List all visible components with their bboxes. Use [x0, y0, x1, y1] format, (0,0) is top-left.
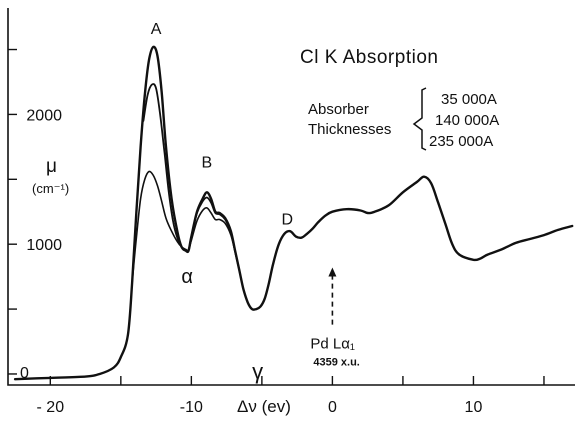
peak-label: α — [181, 266, 193, 288]
arrow-head — [328, 267, 337, 277]
y-axis-label: μ — [46, 156, 57, 177]
x-tick-label: 0 — [328, 399, 337, 416]
chart-title: Cl K Absorption — [300, 47, 438, 68]
axis-frame — [7, 8, 575, 386]
annotation-sublabel: 4359 x.u. — [313, 357, 359, 369]
legend-entry: 140 000A — [435, 112, 499, 129]
y-tick-label: 2000 — [26, 107, 62, 124]
peak-label: B — [202, 155, 213, 172]
legend-brace — [412, 87, 427, 151]
axes — [7, 8, 575, 386]
y-axis-unit: (cm⁻¹) — [32, 181, 69, 196]
x-axis-label: Δν (ev) — [237, 397, 291, 416]
peak-label: γ — [252, 359, 263, 384]
y-tick-label: 0 — [20, 365, 29, 382]
x-tick-label: - 20 — [37, 399, 65, 416]
legend-entry: 235 000A — [429, 133, 493, 150]
curves — [13, 45, 574, 381]
annotation: Pd Lα₁ 4359 x.u. — [310, 267, 360, 369]
peak-label: A — [151, 21, 162, 38]
peak-labels: A B Dα γ — [151, 21, 293, 384]
y-tick-label: 1000 — [26, 237, 62, 254]
x-tick-label: -10 — [180, 399, 203, 416]
legend-heading-line2: Thicknesses — [308, 121, 391, 138]
y-ticks: 0 1000 2000 — [8, 48, 62, 382]
annotation-label: Pd Lα₁ — [310, 336, 355, 353]
x-ticks: - 20 -10 0 10 — [37, 376, 545, 416]
series-line-1 — [13, 45, 574, 381]
peak-label: D — [281, 212, 293, 229]
x-tick-label: 10 — [465, 399, 483, 416]
legend-heading-line1: Absorber — [308, 101, 369, 118]
legend-entry: 35 000A — [441, 91, 497, 108]
series-line-3 — [131, 170, 241, 284]
legend: Absorber Thicknesses 35 000A 140 000A 23… — [308, 87, 499, 151]
